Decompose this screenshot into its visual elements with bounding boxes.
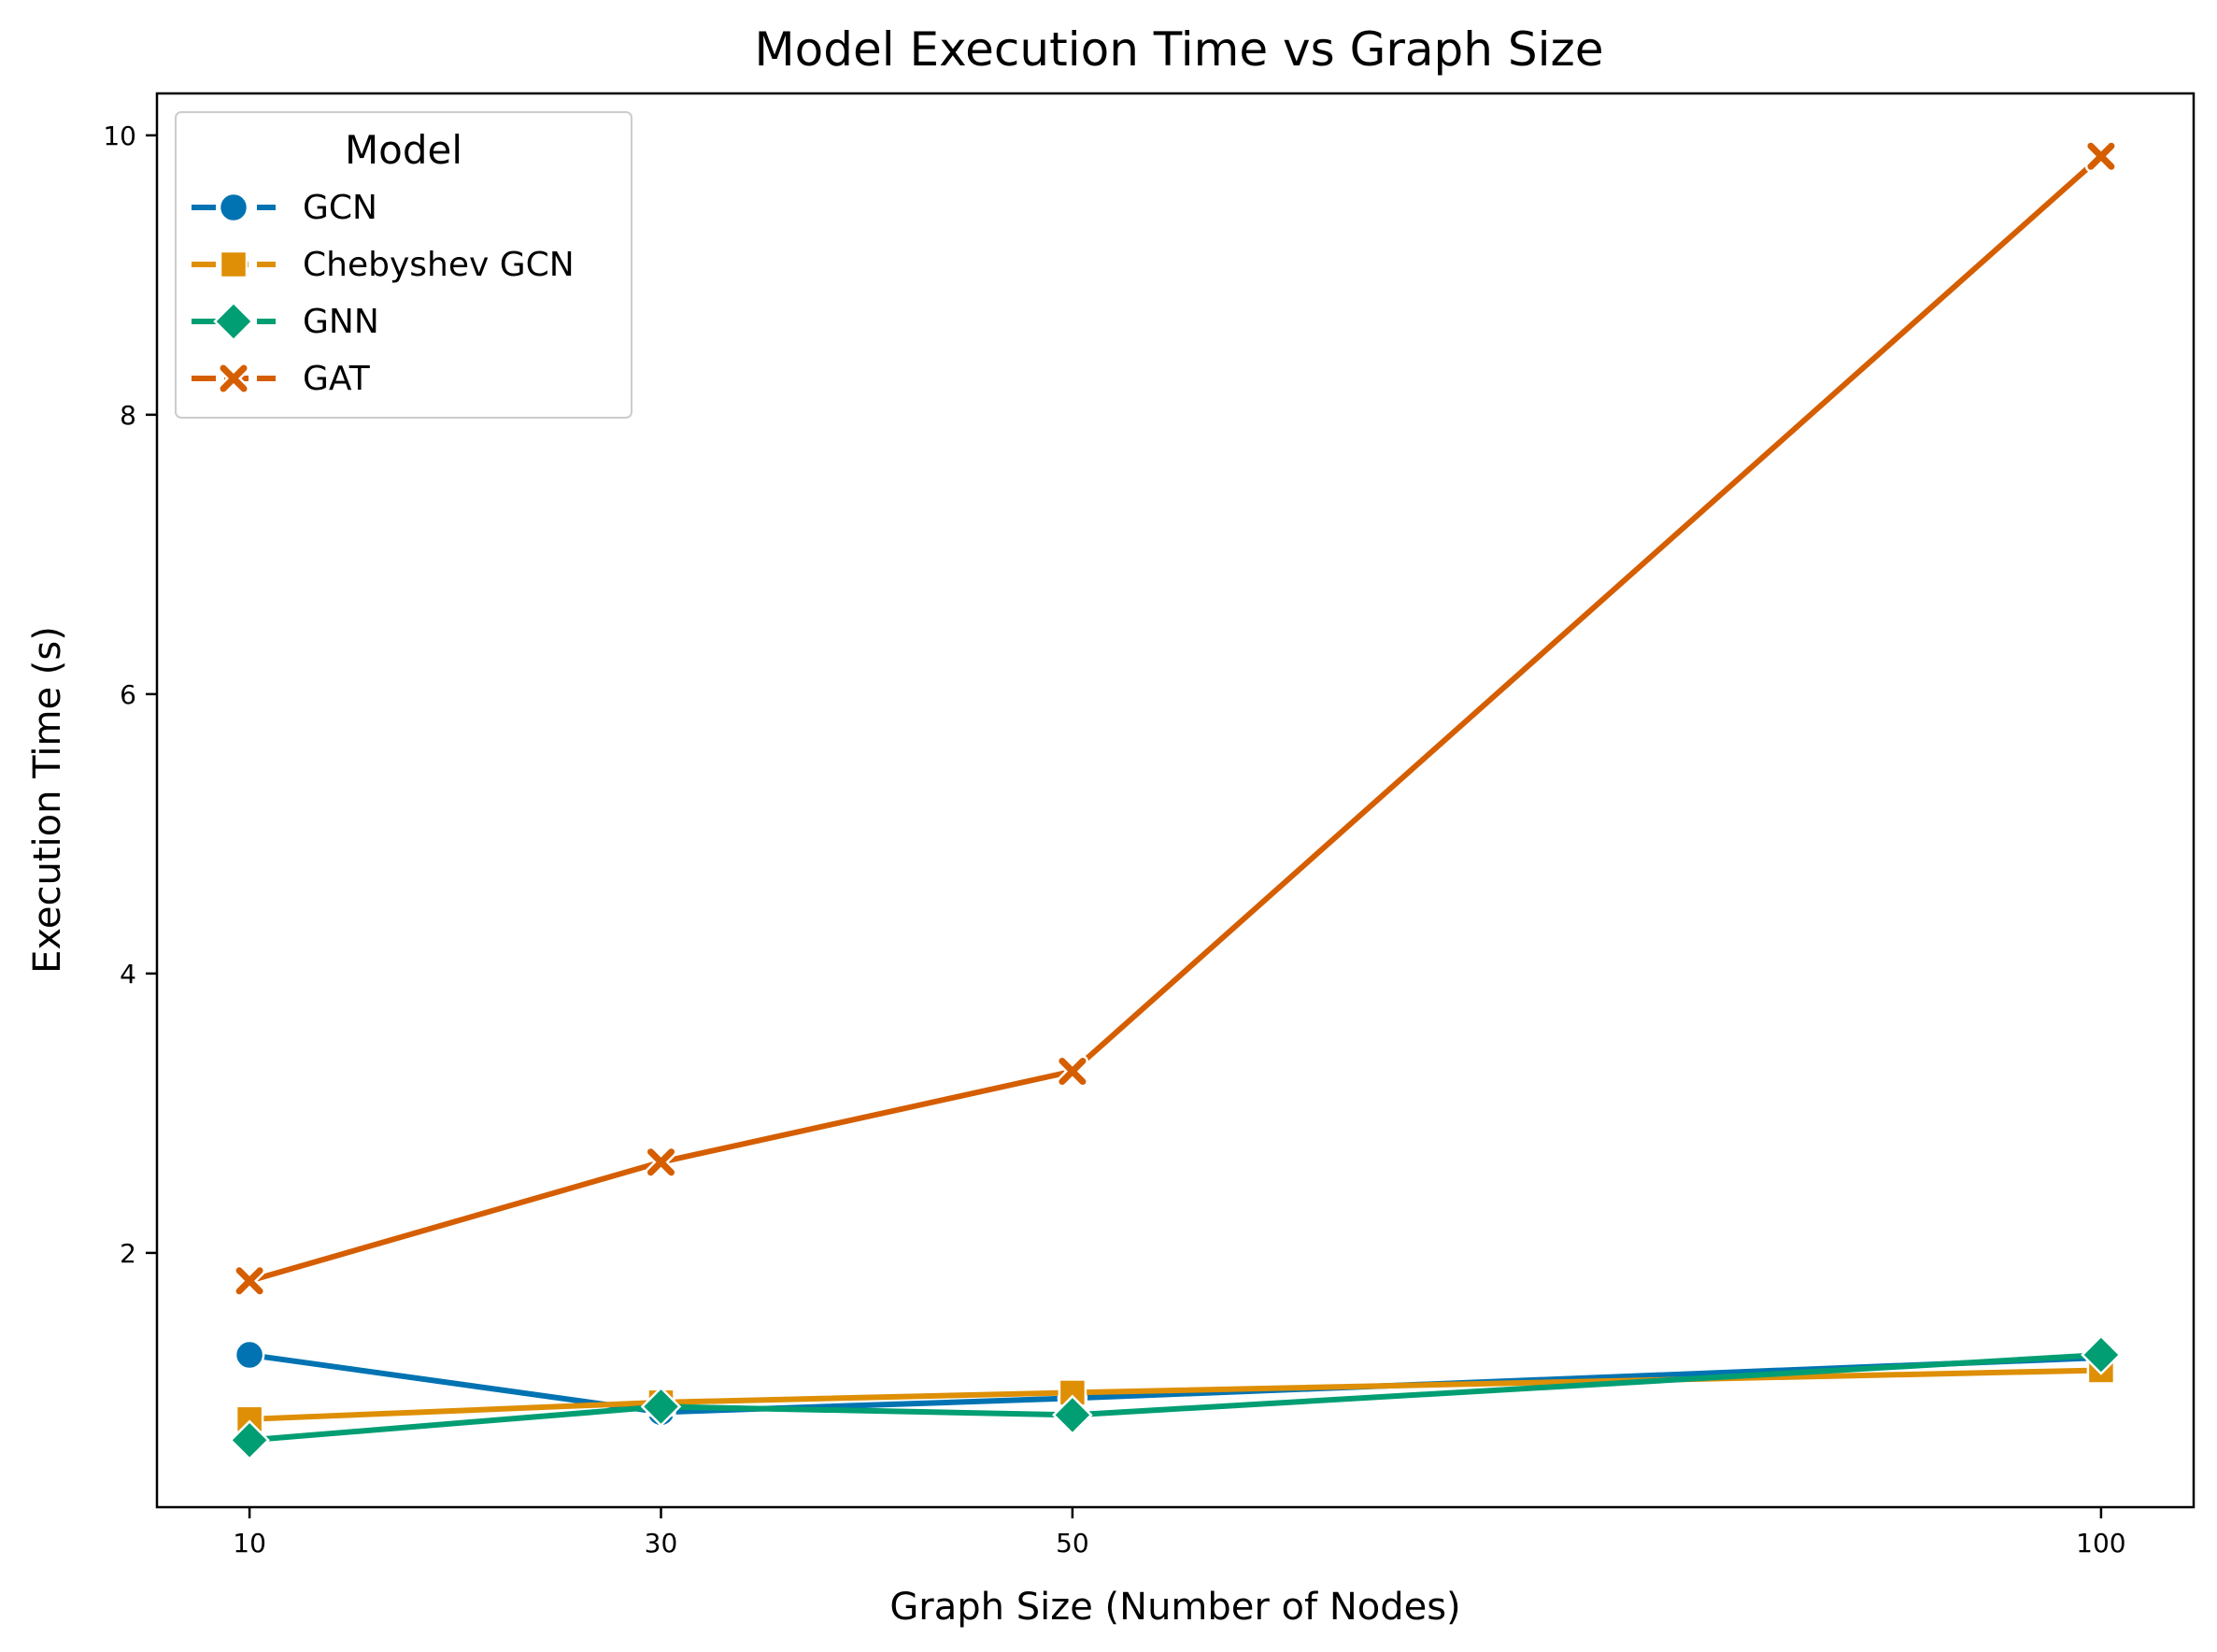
series-line-gat	[247, 153, 2104, 1284]
legend-box	[175, 111, 632, 419]
x-tick-label: 100	[2076, 1528, 2125, 1559]
data-point-gcn	[234, 1339, 265, 1371]
data-point-gat	[234, 1264, 266, 1297]
x-axis-label: Graph Size (Number of Nodes)	[889, 1586, 1460, 1629]
data-point-gnn	[229, 1419, 270, 1461]
legend-label: Chebyshev GCN	[303, 246, 575, 284]
legend-swatch-marker	[218, 192, 249, 223]
x-axis-ticks: 10 30 50 100	[233, 1507, 2126, 1559]
series-line-chebyshev-gcn	[247, 1367, 2104, 1422]
legend-label: GAT	[303, 360, 371, 398]
data-point-gat	[1056, 1055, 1088, 1088]
x-tick-label: 50	[1056, 1528, 1089, 1559]
data-point-gnn	[640, 1386, 682, 1428]
plot-area	[155, 92, 2196, 1509]
legend-label: GCN	[303, 189, 377, 227]
legend: Model GCN Chebyshev GCN GNN GAT	[175, 111, 632, 419]
series-gnn	[229, 1334, 2122, 1461]
legend-item-gnn: GNN	[192, 301, 379, 342]
y-tick-label: 8	[120, 400, 136, 431]
data-point-gat	[645, 1146, 677, 1178]
y-axis-label: Execution Time (s)	[26, 626, 69, 974]
legend-swatch-marker	[213, 301, 254, 342]
y-tick-label: 4	[120, 959, 136, 990]
y-tick-label: 6	[120, 679, 136, 710]
x-tick-label: 30	[645, 1528, 678, 1559]
legend-item-chebyshev-gcn: Chebyshev GCN	[192, 246, 575, 284]
legend-swatch-marker	[219, 249, 249, 279]
x-tick-label: 10	[233, 1528, 266, 1559]
series-line-gnn	[247, 1352, 2104, 1444]
y-axis-ticks: 2 4 6 8 10	[103, 121, 157, 1269]
data-point-gnn	[1052, 1394, 1093, 1436]
legend-title: Model	[345, 127, 462, 173]
y-tick-label: 10	[103, 121, 136, 151]
chart-title: Model Execution Time vs Graph Size	[755, 22, 1604, 77]
legend-item-gat: GAT	[192, 360, 371, 398]
y-tick-label: 2	[120, 1238, 136, 1269]
series-layer	[229, 140, 2122, 1461]
data-point-gnn	[2081, 1334, 2122, 1375]
data-point-gat	[2084, 140, 2117, 173]
legend-label: GNN	[303, 303, 379, 341]
legend-item-gcn: GCN	[192, 189, 377, 227]
legend-swatch-marker	[218, 363, 249, 394]
series-line-gcn	[247, 1352, 2104, 1416]
legend-entries: GCN Chebyshev GCN GNN GAT	[192, 189, 575, 398]
series-gat	[234, 140, 2117, 1297]
